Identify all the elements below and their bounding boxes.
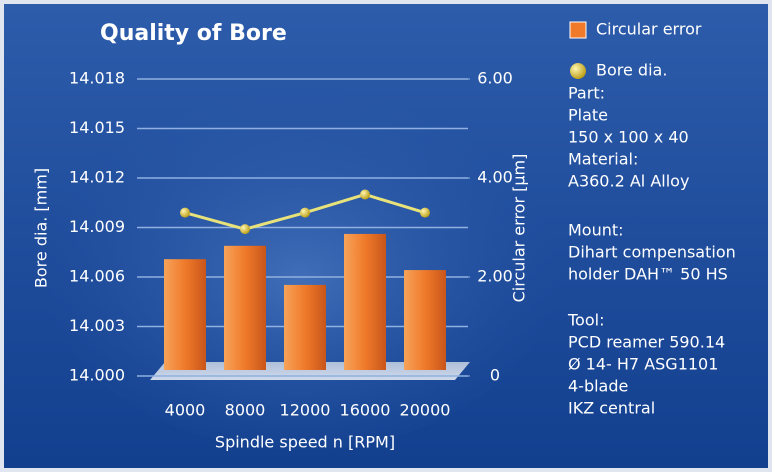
y-tick-label: 14.015 bbox=[69, 118, 125, 137]
x-tick-label: 4000 bbox=[165, 401, 206, 420]
y-tick-label: 14.006 bbox=[69, 267, 125, 286]
point bbox=[240, 224, 250, 235]
y2-axis-label: Circular error [µm] bbox=[510, 154, 529, 303]
legend-swatch bbox=[570, 63, 586, 79]
bar bbox=[224, 245, 266, 370]
legend-label: Circular error bbox=[596, 20, 702, 39]
legend-swatch bbox=[569, 21, 587, 39]
info-text: Material: bbox=[568, 150, 638, 169]
info-text: 150 x 100 x 40 bbox=[568, 128, 689, 147]
y2-tick-label: 0 bbox=[490, 366, 500, 385]
y-tick-label: 14.018 bbox=[69, 69, 125, 88]
bar bbox=[284, 284, 326, 370]
info-text: Tool: bbox=[567, 311, 604, 330]
info-text: Part: bbox=[568, 84, 605, 103]
point bbox=[180, 207, 190, 218]
point bbox=[420, 207, 430, 218]
y-tick-label: 14.009 bbox=[69, 217, 125, 236]
x-tick-label: 12000 bbox=[280, 401, 331, 420]
y-tick-label: 14.012 bbox=[69, 168, 125, 187]
info-text: 4-blade bbox=[568, 377, 628, 396]
chart-title: Quality of Bore bbox=[100, 21, 287, 46]
info-text: Plate bbox=[568, 106, 608, 125]
y2-tick-label: 6.00 bbox=[477, 69, 513, 88]
x-axis-label: Spindle speed n [RPM] bbox=[215, 433, 395, 452]
bar bbox=[164, 259, 206, 370]
info-text: Ø 14- H7 ASG1101 bbox=[568, 355, 718, 374]
y-tick-label: 14.000 bbox=[69, 366, 125, 385]
x-tick-label: 20000 bbox=[400, 401, 451, 420]
y2-tick-label: 2.00 bbox=[477, 267, 513, 286]
legend-label: Bore dia. bbox=[596, 61, 667, 80]
info-text: Dihart compensation bbox=[568, 243, 736, 262]
y2-tick-label: 4.00 bbox=[477, 168, 513, 187]
info-text: Mount: bbox=[568, 221, 624, 240]
info-text: holder DAH™ 50 HS bbox=[568, 265, 728, 284]
point bbox=[300, 207, 310, 218]
info-text: IKZ central bbox=[568, 399, 655, 418]
bar bbox=[344, 233, 386, 370]
info-text: A360.2 Al Alloy bbox=[568, 172, 689, 191]
bar bbox=[404, 270, 446, 370]
y-axis-label: Bore dia. [mm] bbox=[32, 168, 51, 288]
x-tick-label: 16000 bbox=[340, 401, 391, 420]
x-tick-label: 8000 bbox=[225, 401, 266, 420]
info-text: PCD reamer 590.14 bbox=[568, 333, 725, 352]
point bbox=[360, 189, 370, 200]
y-tick-label: 14.003 bbox=[69, 316, 125, 335]
